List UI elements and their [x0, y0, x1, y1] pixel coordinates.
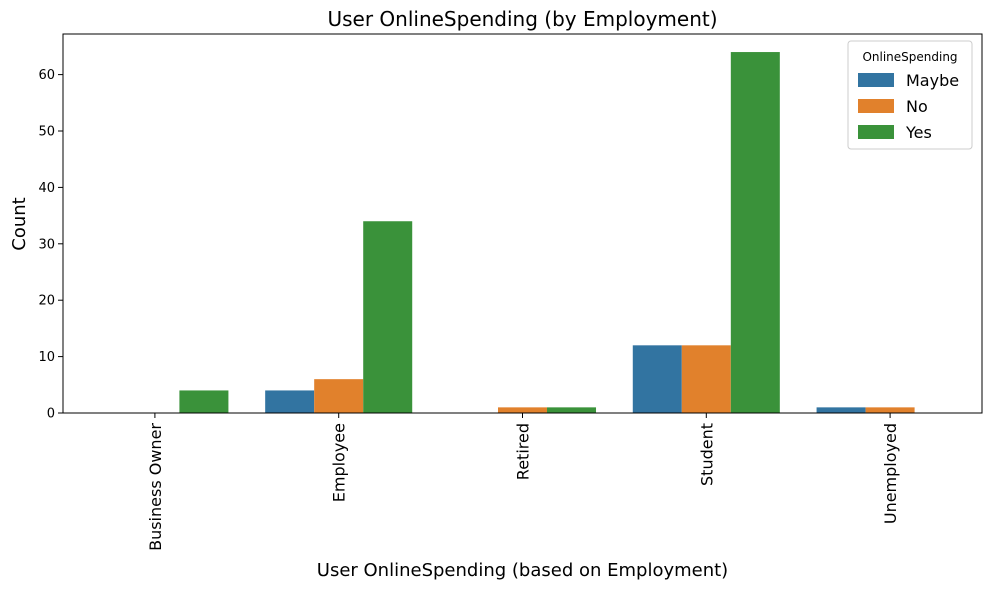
- bar-unemployed-no: [865, 407, 915, 413]
- legend-swatch-yes: [858, 125, 894, 139]
- y-tick-label: 20: [38, 294, 55, 309]
- bars-layer: [179, 52, 915, 414]
- bar-retired-yes: [547, 407, 597, 413]
- x-axis-label: User OnlineSpending (based on Employment…: [317, 560, 728, 581]
- x-tick-label-retired: Retired: [514, 423, 533, 480]
- bar-student-maybe: [632, 345, 682, 413]
- legend: OnlineSpending Maybe No Yes: [847, 40, 973, 150]
- bar-retired-no: [497, 407, 547, 413]
- chart-title: User OnlineSpending (by Employment): [327, 7, 717, 31]
- y-axis-label: Count: [9, 197, 30, 250]
- bar-employee-yes: [363, 221, 413, 413]
- axes-layer: 0 10 20 30 40 50 60 Business Owner Employee Retir…: [38, 33, 983, 551]
- y-tick-label: 30: [38, 237, 55, 252]
- legend-swatch-no: [858, 99, 894, 113]
- y-tick-label: 50: [38, 125, 55, 140]
- plot-frame: [62, 33, 983, 414]
- bar-employee-no: [314, 379, 364, 413]
- legend-frame: [847, 40, 973, 150]
- x-tick-label-employee: Employee: [330, 423, 349, 502]
- y-tick-label: 0: [47, 407, 55, 422]
- bar-student-yes: [730, 52, 780, 414]
- legend-title: OnlineSpending: [862, 50, 957, 64]
- legend-swatch-maybe: [858, 73, 894, 87]
- x-tick-label-business-owner: Business Owner: [146, 423, 165, 551]
- bar-student-no: [681, 345, 731, 413]
- bar-employee-maybe: [265, 390, 315, 413]
- x-tick-label-student: Student: [697, 423, 716, 486]
- bar-unemployed-maybe: [816, 407, 866, 413]
- y-tick-label: 10: [38, 350, 55, 365]
- legend-label-yes: Yes: [905, 123, 932, 142]
- bar-business-owner-yes: [179, 390, 229, 413]
- y-tick-label: 40: [38, 181, 55, 196]
- x-tick-label-unemployed: Unemployed: [881, 423, 900, 524]
- legend-label-no: No: [906, 97, 928, 116]
- legend-label-maybe: Maybe: [906, 71, 959, 90]
- y-tick-label: 60: [38, 68, 55, 83]
